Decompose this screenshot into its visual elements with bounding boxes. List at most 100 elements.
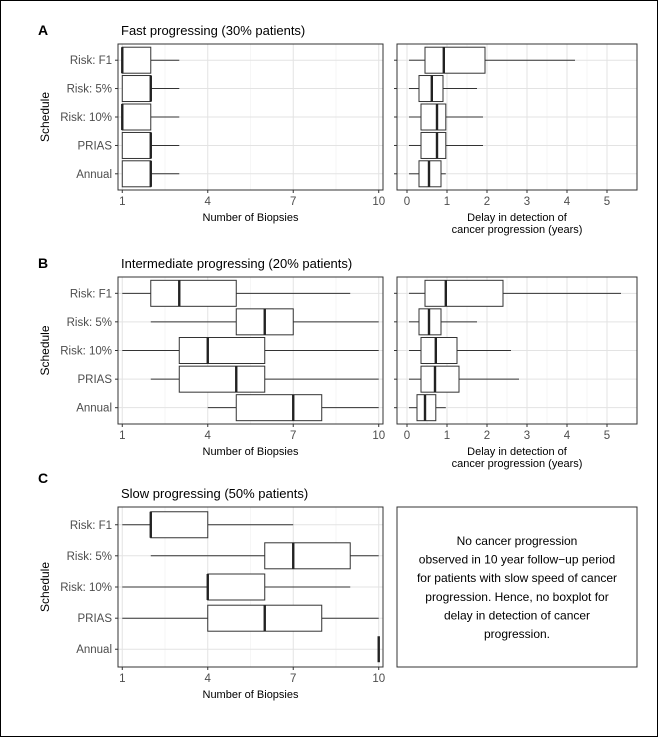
y-tick-label: PRIAS [77,374,112,386]
panel-C-biopsies: 1 4 7 10 Risk: F1 Risk: 5% Risk: 10% PRIAS Annua… [38,470,385,701]
iqr-box [207,573,266,601]
box-prias [122,604,379,632]
y-tick-label: Risk: 5% [67,551,112,563]
note-border [396,506,638,668]
panel-A-biopsies: 1 4 7 10 Risk: F1 Risk: 5% Risk: 10% PRIAS Annua… [38,22,385,224]
iqr-box [420,337,458,364]
box-risk-f1 [122,279,351,307]
box-risk-10- [122,337,379,364]
box-risk-f1 [409,279,621,307]
x-axis-title: Number of Biopsies [203,689,299,701]
x-tick-label: 1 [119,430,125,442]
note-line: observed in 10 year follow−up period [419,553,615,567]
x-tick-label: 10 [372,430,385,442]
iqr-box [420,365,460,393]
y-tick-label: Risk: 10% [60,346,112,358]
x-axis-title: Delay in detection of [467,446,568,458]
y-tick-label: Risk: 10% [60,112,112,124]
x-tick-label: 1 [444,196,450,208]
box-risk-5- [150,542,379,570]
iqr-box [150,511,209,539]
box-risk-10- [409,103,483,131]
y-axis-title: Schedule [38,325,52,375]
x-tick-label: 7 [290,673,296,685]
box-prias [150,365,379,393]
iqr-box [420,131,447,159]
x-axis-title: Number of Biopsies [203,446,299,458]
x-axis-title: cancer progression (years) [452,224,583,236]
box-risk-f1 [122,511,294,539]
x-tick-label: 7 [290,430,296,442]
x-axis-title: Number of Biopsies [203,212,299,224]
iqr-box [264,542,351,570]
y-tick-label: Risk: 5% [67,84,112,96]
iqr-box [178,337,266,364]
panel-title: Slow progressing (50% patients) [121,486,308,501]
y-tick-label: Annual [76,169,112,181]
x-tick-label: 4 [205,430,212,442]
box-prias [409,365,519,393]
note-line: progression. Hence, no boxplot for [425,590,608,604]
iqr-box [424,279,504,307]
x-tick-label: 5 [604,430,610,442]
iqr-box [424,46,486,74]
x-tick-label: 5 [604,196,610,208]
box-risk-5- [121,75,180,103]
y-tick-label: Annual [76,403,112,415]
box-risk-5- [409,75,477,103]
x-tick-label: 1 [119,196,125,208]
iqr-box [121,103,152,131]
y-tick-label: Annual [76,644,112,656]
no-boxplot-note: No cancer progression observed in 10 year… [396,506,638,668]
x-tick-label: 10 [372,673,385,685]
box-risk-10- [409,337,511,364]
panel-title: Intermediate progressing (20% patients) [121,256,352,271]
box-risk-10- [122,573,351,601]
x-tick-label: 3 [524,430,530,442]
box-annual [121,160,180,188]
box-risk-5- [150,308,379,336]
box-risk-10- [121,103,180,131]
panel-title: Fast progressing (30% patients) [121,23,305,38]
box-prias [121,131,180,159]
iqr-box [178,365,266,393]
box-annual [207,394,379,422]
note-line: progression. [484,627,550,641]
panel-letter: C [38,470,48,486]
x-tick-label: 7 [290,196,296,208]
note-line: for patients with slow speed of cancer [417,571,617,585]
y-tick-label: PRIAS [77,140,112,152]
y-tick-label: PRIAS [77,613,112,625]
note-line: delay in detection of cancer [444,608,590,622]
y-tick-label: Risk: 10% [60,582,112,594]
x-tick-label: 0 [404,430,410,442]
x-tick-label: 4 [205,673,212,685]
x-tick-label: 4 [564,196,571,208]
panel-letter: B [38,255,48,271]
x-tick-label: 3 [524,196,530,208]
y-tick-label: Risk: F1 [70,520,112,532]
panel-B-biopsies: 1 4 7 10 Risk: F1 Risk: 5% Risk: 10% PRIAS Annua… [38,255,385,458]
iqr-box [121,131,152,159]
panel-letter: A [38,22,48,38]
box-prias [409,131,483,159]
y-tick-label: Risk: 5% [67,317,112,329]
x-tick-label: 0 [404,196,410,208]
iqr-box [416,394,437,422]
x-axis-title: Delay in detection of [467,212,568,224]
x-tick-label: 2 [484,196,490,208]
x-tick-label: 4 [205,196,212,208]
box-risk-5- [409,308,477,336]
x-tick-label: 2 [484,430,490,442]
iqr-box [420,103,447,131]
y-axis-title: Schedule [38,562,52,612]
y-tick-label: Risk: F1 [70,288,112,300]
x-axis-title: cancer progression (years) [452,458,583,470]
y-axis-title: Schedule [38,92,52,142]
box-risk-f1 [121,46,180,74]
box-annual [409,160,446,188]
iqr-box [121,75,152,103]
x-tick-label: 1 [444,430,450,442]
